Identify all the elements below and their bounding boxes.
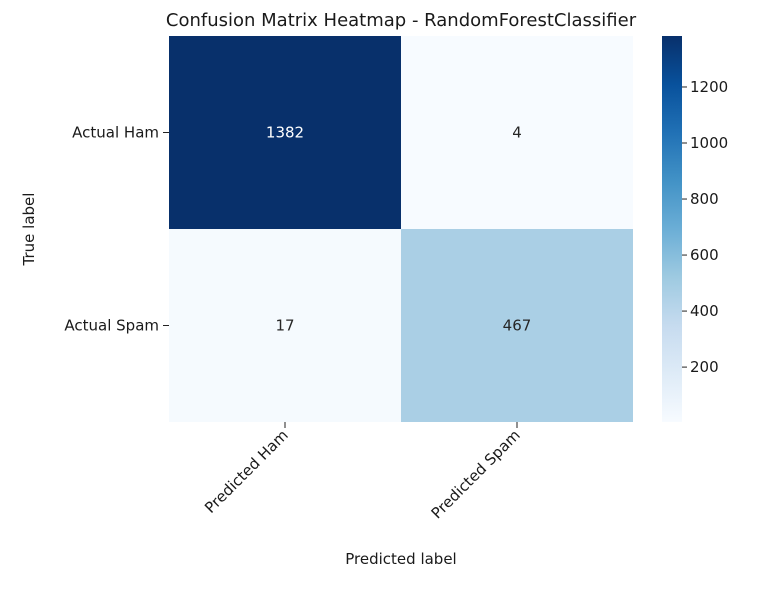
heatmap-cell-actual-ham-predicted-spam	[401, 36, 633, 229]
colorbar-tick-label-1000: 1000	[690, 134, 728, 152]
cell-value-label: 17	[275, 317, 294, 335]
y-tick-label-actual-spam: Actual Spam	[64, 317, 159, 335]
y-axis-label: True label	[20, 193, 38, 267]
colorbar-tick-label-800: 800	[690, 190, 719, 208]
x-tick-label-predicted-spam: Predicted Spam	[428, 426, 524, 522]
colorbar-tick-label-600: 600	[690, 246, 719, 264]
colorbar-tick-label-400: 400	[690, 302, 719, 320]
colorbar-gradient	[662, 36, 682, 422]
chart-title: Confusion Matrix Heatmap - RandomForestC…	[166, 10, 637, 31]
colorbar-tick-label-200: 200	[690, 358, 719, 376]
heatmap-cells: 1382 4 17 467	[169, 36, 633, 422]
colorbar-tick-label-1200: 1200	[690, 78, 728, 96]
cell-value-label: 4	[512, 124, 522, 142]
colorbar: 200 400 600 800 1000 1200	[662, 36, 728, 422]
x-tick-label-predicted-ham: Predicted Ham	[201, 426, 292, 517]
cell-value-label: 467	[503, 317, 532, 335]
heatmap-cell-actual-ham-predicted-ham	[169, 36, 401, 229]
heatmap-cell-actual-spam-predicted-spam	[401, 229, 633, 422]
y-tick-label-actual-ham: Actual Ham	[72, 124, 159, 142]
cell-value-label: 1382	[266, 124, 304, 142]
heatmap-cell-actual-spam-predicted-ham	[169, 229, 401, 422]
x-axis-label: Predicted label	[345, 550, 456, 568]
colorbar-ticks: 200 400 600 800 1000 1200	[682, 78, 728, 376]
